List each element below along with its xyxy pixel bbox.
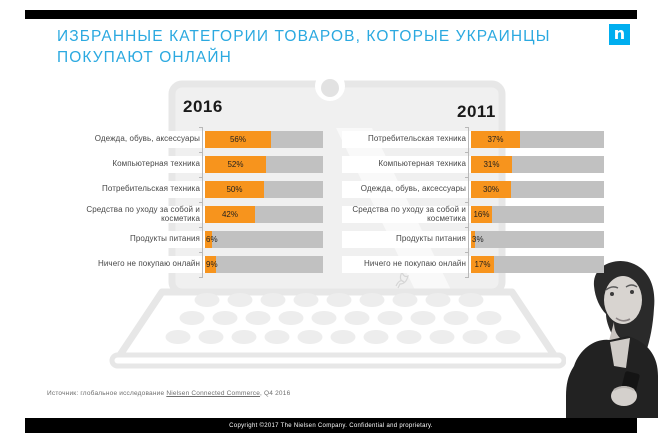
bar-fill (205, 256, 216, 273)
bar-fill (471, 256, 494, 273)
category-label: Одежда, обувь, аксессуары (360, 184, 466, 194)
bar-track: 16% (471, 206, 604, 223)
bar-track: 30% (471, 181, 604, 198)
category-label: Компьютерная техника (112, 159, 200, 169)
smile (615, 317, 631, 322)
axis-tick (465, 227, 469, 228)
bar-track: 6% (205, 231, 323, 248)
axis-tick (199, 277, 203, 278)
category-label: Ничего не покупаю онлайн (363, 259, 466, 269)
chart-row: Компьютерная техника 31% (342, 156, 604, 173)
nielsen-logo: n (609, 24, 630, 45)
copyright-text: Copyright ©2017 The Nielsen Company. Con… (229, 422, 433, 429)
bar-track: 17% (471, 256, 604, 273)
axis-tick (199, 252, 203, 253)
bar-track: 37% (471, 131, 604, 148)
category-label: Средства по уходу за собой и косметика (86, 204, 200, 223)
hand (611, 386, 637, 406)
value-label: 16% (473, 210, 490, 219)
axis-tick (199, 177, 203, 178)
axis-tick (465, 202, 469, 203)
value-label: 17% (474, 260, 491, 269)
source-note: Источник: глобальное исследование Nielse… (47, 390, 290, 397)
chart-row: Продукты питания 3% (342, 231, 604, 248)
tank-top (610, 338, 630, 368)
laptop-front-edge (109, 352, 567, 369)
chart-row: Потребительская техника 50% (57, 181, 323, 198)
bar-track: 31% (471, 156, 604, 173)
value-label: 37% (487, 135, 504, 144)
source-link[interactable]: Nielsen Connected Commerce (166, 390, 261, 397)
face (604, 276, 642, 324)
woman-photo (566, 256, 658, 418)
axis-tick (465, 152, 469, 153)
category-label: Потребительская техника (368, 134, 466, 144)
axis-tick (465, 127, 469, 128)
value-label: 3% (472, 235, 484, 244)
category-label: Продукты питания (395, 234, 466, 244)
axis-tick (199, 227, 203, 228)
camera-icon (321, 79, 339, 97)
value-label: 9% (206, 260, 218, 269)
chart-row: Компьютерная техника 52% (57, 156, 323, 173)
bar-track: 50% (205, 181, 323, 198)
chart-header-2011: 2011 (457, 102, 496, 121)
bar-fill (205, 206, 255, 223)
top-accent-bar (25, 10, 637, 19)
category-label: Ничего не покупаю онлайн (97, 259, 200, 269)
bar-track: 3% (471, 231, 604, 248)
keyboard-keys (165, 293, 521, 344)
category-label: Средства по уходу за собой и косметика (352, 204, 466, 223)
axis-tick (465, 177, 469, 178)
category-label: Компьютерная техника (378, 159, 466, 169)
bar-track: 9% (205, 256, 323, 273)
category-label: Потребительская техника (102, 184, 200, 194)
chart-row: Ничего не покупаю онлайн 17% (342, 256, 604, 273)
value-label: 56% (229, 135, 246, 144)
category-label: Одежда, обувь, аксессуары (94, 134, 200, 144)
value-label: 42% (221, 210, 238, 219)
axis-tick (199, 202, 203, 203)
value-label: 30% (482, 185, 499, 194)
chart-row: Средства по уходу за собой и косметика 42… (57, 204, 323, 223)
slide-title: ИЗБРАННЫЕ КАТЕГОРИИ ТОВАРОВ, КОТОРЫЕ УКР… (57, 27, 617, 69)
bar-track: 52% (205, 156, 323, 173)
bar-track: 42% (205, 206, 323, 223)
value-label: 50% (226, 185, 243, 194)
chart-row: Потребительская техника 37% (342, 131, 604, 148)
value-label: 6% (206, 235, 218, 244)
bar-fill (471, 131, 520, 148)
axis-tick (465, 252, 469, 253)
footer-bar: Copyright ©2017 The Nielsen Company. Con… (25, 418, 637, 433)
bar-fill (205, 181, 264, 198)
chart-row: Средства по уходу за собой и косметика 16… (342, 204, 604, 223)
category-label: Продукты питания (129, 234, 200, 244)
chart-header-2016: 2016 (183, 97, 223, 116)
bar-fill (205, 231, 212, 248)
axis-tick (199, 152, 203, 153)
value-label: 31% (483, 160, 500, 169)
chart-row: Продукты питания 6% (57, 231, 323, 248)
bar-fill (471, 181, 511, 198)
chart-row: Одежда, обувь, аксессуары 56% (57, 131, 323, 148)
slide-title-line1: ИЗБРАННЫЕ КАТЕГОРИИ ТОВАРОВ, КОТОРЫЕ УКР… (57, 28, 551, 45)
chart-row: Ничего не покупаю онлайн 9% (57, 256, 323, 273)
bar-fill (205, 156, 266, 173)
bar-track: 56% (205, 131, 323, 148)
source-prefix: Источник: глобальное исследование (47, 390, 167, 397)
bar-fill (471, 206, 492, 223)
axis-tick (199, 127, 203, 128)
bar-fill (471, 156, 512, 173)
value-label: 52% (227, 160, 244, 169)
bar-fill (471, 231, 475, 248)
bar-fill (205, 131, 271, 148)
slide-title-line2: ПОКУПАЮТ ОНЛАЙН (57, 48, 232, 66)
axis-tick (465, 277, 469, 278)
source-suffix: , Q4 2016 (260, 390, 291, 397)
chart-row: Одежда, обувь, аксессуары 30% (342, 181, 604, 198)
